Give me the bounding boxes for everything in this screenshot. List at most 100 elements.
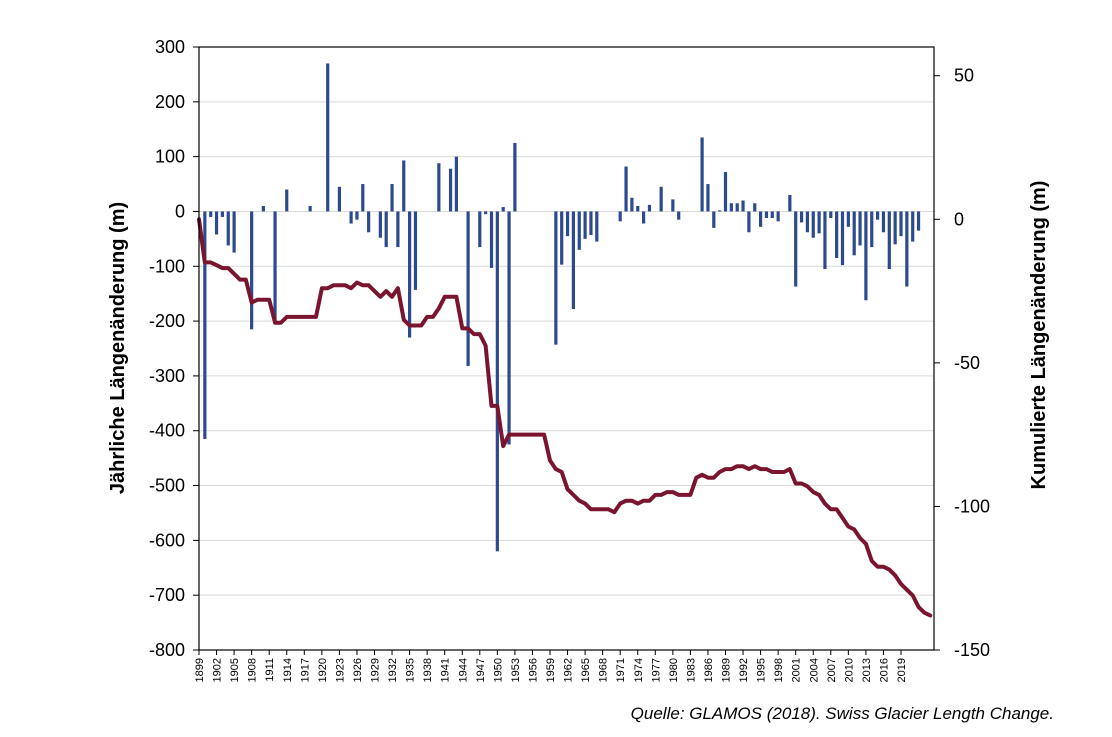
x-tick-label: 1902 [212,658,224,682]
annual-change-bar [560,211,564,265]
x-tick-label: 1980 [668,658,680,682]
annual-change-bar [858,211,862,246]
annual-change-bar [706,184,710,212]
x-tick-label: 1914 [282,658,294,682]
left-tick-label: -400 [149,421,185,441]
annual-change-bar [829,211,833,219]
x-tick-label: 1965 [580,658,592,682]
annual-change-bar [489,211,494,268]
x-tick-label: 1959 [545,658,557,682]
x-tick-label: 1953 [510,658,522,682]
x-tick-label: 1923 [334,658,346,682]
x-tick-label: 1938 [422,658,434,682]
x-tick-label: 1962 [563,658,575,682]
annual-change-bar [367,211,371,233]
x-tick-label: 1932 [387,658,399,682]
annual-change-bar [571,211,575,310]
annual-change-bar [209,211,213,217]
x-tick-label: 1971 [615,658,627,682]
annual-change-bar [402,160,406,212]
annual-change-bar [232,211,236,253]
left-tick-label: 0 [175,201,185,221]
annual-change-bar [729,203,733,212]
annual-change-bar [712,211,716,228]
x-tick-label: 1947 [475,658,487,682]
x-tick-label: 1941 [440,658,452,682]
annual-change-bar [753,203,757,212]
annual-change-bar [823,211,827,270]
annual-change-bar [337,186,341,212]
annual-change-bar [881,211,886,233]
x-tick-label: 2013 [861,658,873,682]
annual-change-bar [723,171,728,212]
annual-change-bar [466,211,470,367]
annual-change-bar [577,211,581,250]
right-axis-ticks: 50 0 -50 -100 -150 [934,66,990,660]
annual-change-bar [495,211,499,552]
right-tick-label: 50 [954,66,974,86]
source-note: Quelle: GLAMOS (2018). Swiss Glacier Len… [630,704,1054,723]
annual-change-bar [864,211,868,301]
x-tick-label: 1974 [633,658,645,682]
annual-change-bar [250,211,254,330]
annual-change-bar [630,197,634,212]
annual-change-bar [817,211,821,234]
x-tick-label: 2010 [843,658,855,682]
annual-change-bar [326,63,330,212]
left-tick-label: 200 [155,92,185,112]
x-tick-label: 2016 [878,658,890,682]
annual-change-bar [396,211,400,248]
x-tick-label: 2001 [791,658,803,682]
left-tick-label: 300 [155,37,185,57]
annual-change-bar [916,211,921,231]
annual-change-bar [478,211,482,248]
annual-change-bar [735,203,739,212]
x-tick-label: 1905 [229,658,241,682]
annual-change-bar [361,184,365,212]
annual-change-bar [595,211,599,242]
x-tick-label: 1968 [598,658,610,682]
x-tick-label: 1956 [527,658,539,682]
annual-change-bar [203,211,207,439]
x-tick-label: 2007 [826,658,838,682]
annual-change-bar [408,211,412,338]
annual-change-bar [799,211,804,223]
plot-area-frame [198,46,935,651]
x-axis-ticks: 1899 1902 1905 1908 1911 1914 1917 1920 1923 1926… [194,650,908,682]
annual-change-bar [770,211,774,219]
right-tick-label: 0 [954,209,964,229]
x-tick-label: 1992 [738,658,750,682]
annual-change-bar [618,211,622,222]
annual-change-bar [677,211,681,220]
left-tick-label: -200 [149,311,185,331]
annual-change-bar [887,211,891,270]
left-tick-label: 100 [155,147,185,167]
x-tick-label: 1920 [317,658,329,682]
annual-change-bar [776,211,780,222]
left-tick-label: -800 [149,640,185,660]
annual-change-bar [624,166,628,212]
annual-change-bar [565,211,570,237]
x-tick-label: 1995 [756,658,768,682]
annual-change-bar [501,207,505,212]
annual-change-bar [437,163,441,212]
annual-change-bar [484,211,488,215]
annual-change-bar [448,168,453,212]
x-tick-label: 2004 [808,658,820,682]
annual-change-bar [794,211,798,287]
annual-change-bar [308,205,312,212]
right-axis-title: Kumulierte Längenänderung (m) [1028,181,1050,490]
x-tick-label: 1929 [370,658,382,682]
annual-change-bar [226,211,230,246]
x-tick-label: 1911 [264,658,276,682]
x-tick-label: 1908 [247,658,259,682]
annual-change-bar [273,211,277,323]
annual-change-bar [899,211,903,237]
left-axis-title: Jährliche Längenänderung (m) [107,202,129,494]
annual-change-bar [718,210,722,212]
annual-change-bar [911,211,915,242]
annual-change-bar [261,205,265,212]
annual-change-bar [659,186,663,212]
annual-change-bar [220,211,224,217]
